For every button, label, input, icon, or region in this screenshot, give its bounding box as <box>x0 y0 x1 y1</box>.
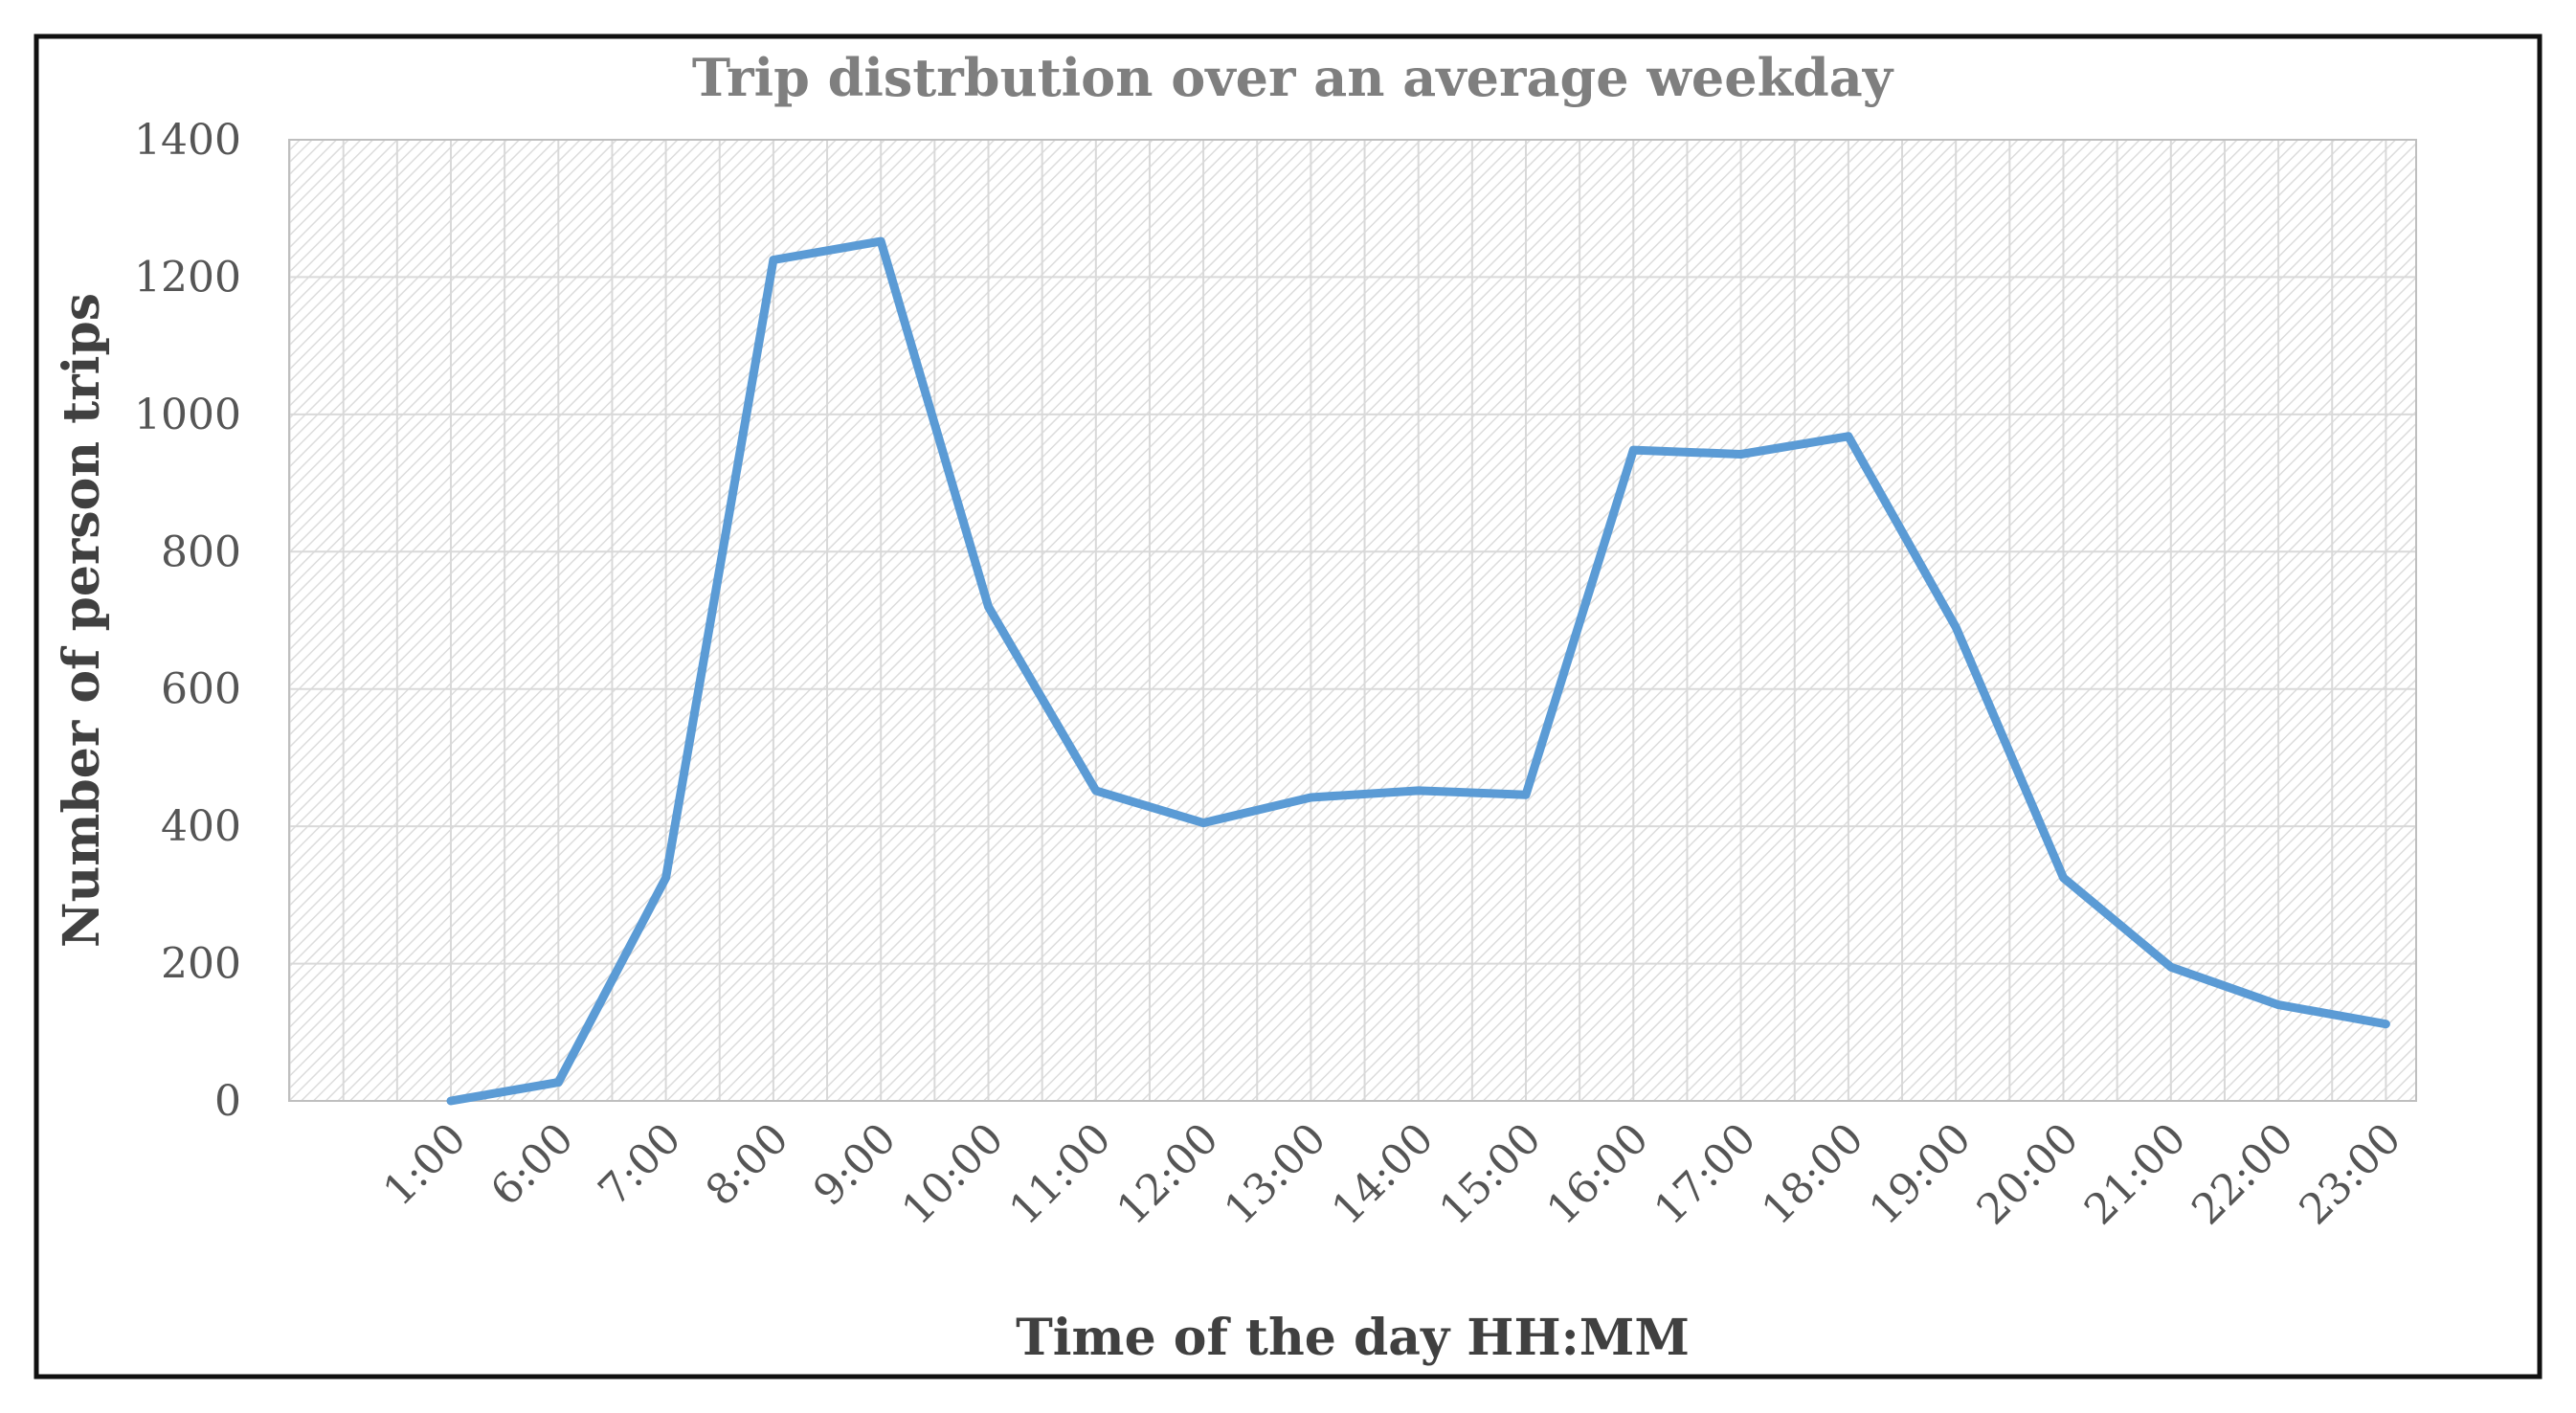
y-axis-label: Number of person trips <box>53 293 111 948</box>
x-axis-label: Time of the day HH:MM <box>1016 1309 1690 1367</box>
data-point <box>2274 1000 2283 1009</box>
plot-area <box>289 140 2416 1101</box>
data-point <box>1522 791 1530 799</box>
data-point <box>1091 786 1100 795</box>
chart-title: Trip distrbution over an average weekday <box>692 47 1894 108</box>
data-point <box>769 256 777 264</box>
y-tick-label: 800 <box>161 527 241 576</box>
data-point <box>554 1078 563 1087</box>
data-point <box>447 1097 455 1105</box>
data-point <box>1736 450 1745 459</box>
y-tick-label: 0 <box>214 1077 241 1126</box>
data-point <box>1844 432 1852 440</box>
y-axis-ticks: 0 200 400 600 800 1000 1200 1400 <box>134 116 241 1126</box>
data-point <box>1629 446 1638 455</box>
data-point <box>877 237 885 246</box>
data-point <box>984 602 993 611</box>
data-point <box>1199 819 1208 827</box>
data-point <box>1307 794 1315 802</box>
y-tick-label: 1400 <box>134 116 241 165</box>
data-point <box>1414 786 1422 795</box>
data-point <box>2382 1020 2390 1028</box>
data-point <box>2166 963 2175 972</box>
y-tick-label: 400 <box>161 802 241 851</box>
data-points <box>447 237 2390 1105</box>
data-point <box>661 873 670 882</box>
y-tick-label: 1000 <box>134 391 241 439</box>
y-tick-label: 200 <box>161 940 241 989</box>
plot-border <box>288 139 2417 1102</box>
data-point <box>2059 873 2068 882</box>
y-tick-label: 1200 <box>134 253 241 302</box>
data-point <box>1952 623 1960 632</box>
y-tick-label: 600 <box>161 665 241 714</box>
